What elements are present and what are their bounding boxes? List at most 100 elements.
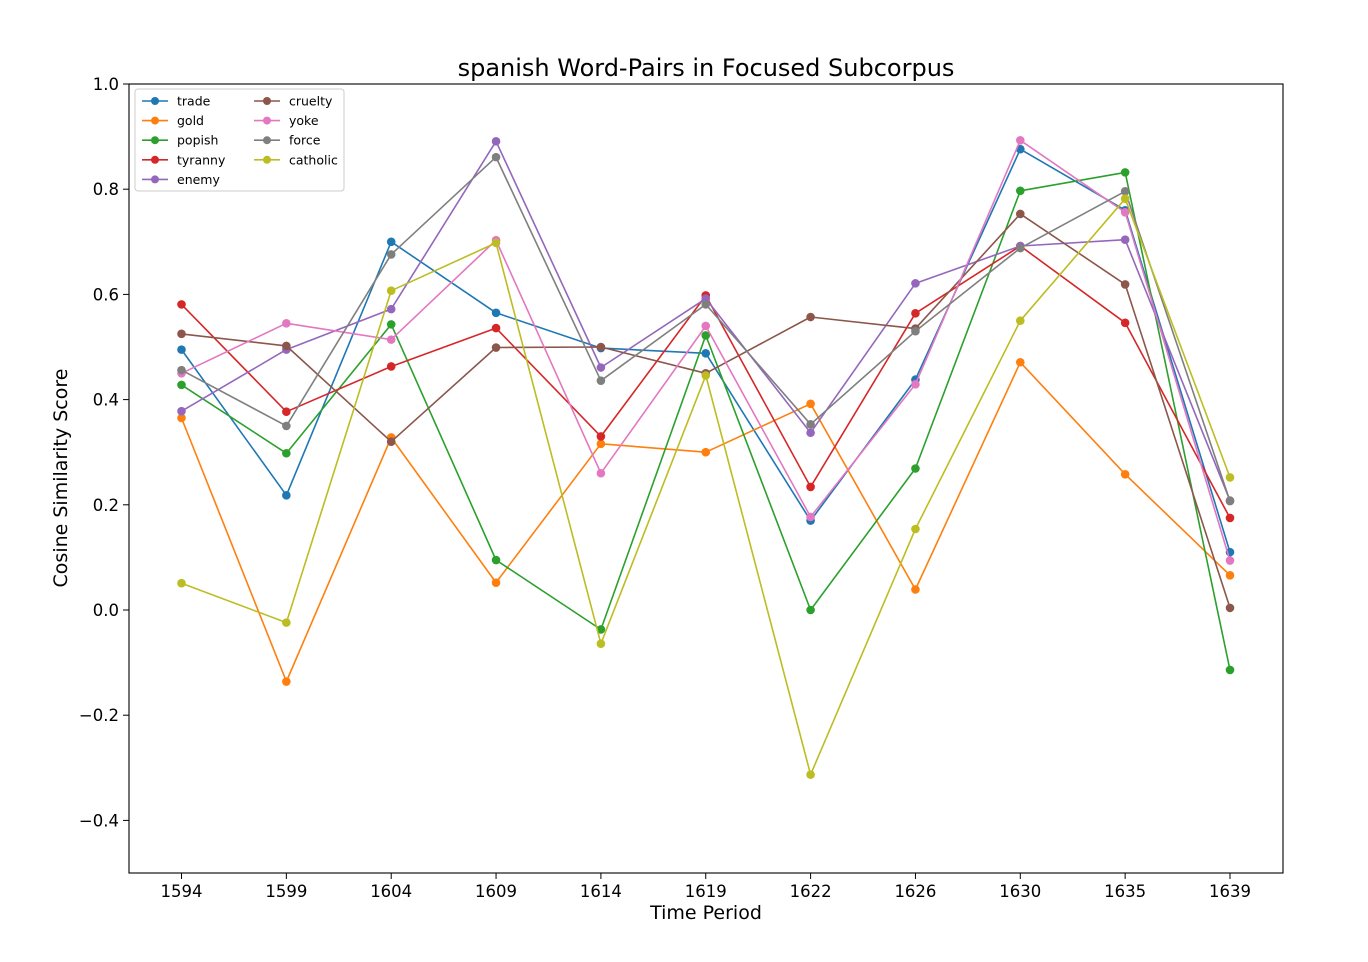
y-axis: −0.4 −0.2 0.0 0.2 0.4 0.6 0.8 1.0: [79, 75, 129, 830]
data-point-popish: [282, 448, 291, 458]
legend-item-gold: gold: [142, 113, 204, 128]
legend-item-tyranny: tyranny: [142, 152, 226, 167]
data-point-trade: [491, 308, 501, 318]
data-point-cruelty: [177, 329, 186, 339]
data-point-popish: [1016, 186, 1025, 196]
data-point-tyranny: [1225, 513, 1235, 523]
y-tick-label: −0.4: [79, 811, 119, 830]
y-tick-label: 0.8: [93, 180, 119, 199]
legend-label: cruelty: [289, 94, 333, 109]
data-point-popish: [911, 464, 920, 473]
data-point-cruelty: [1225, 603, 1235, 613]
legend-label: popish: [177, 133, 218, 148]
legend-item-catholic: catholic: [254, 152, 338, 167]
data-point-catholic: [491, 238, 501, 248]
y-tick-label: 0.2: [93, 496, 119, 515]
legend-marker: [151, 175, 159, 184]
y-tick-label: 0.0: [93, 601, 119, 620]
data-point-force: [1120, 187, 1130, 196]
data-point-gold: [1120, 469, 1130, 479]
legend-label: trade: [177, 94, 211, 109]
data-point-enemy: [491, 137, 501, 146]
data-point-gold: [1225, 570, 1235, 580]
series-catholic: [177, 194, 1235, 779]
legend-marker: [263, 97, 271, 105]
series-line-cruelty: [181, 213, 1231, 609]
legend-marker: [151, 116, 159, 125]
data-point-force: [701, 300, 711, 309]
legend-marker: [263, 136, 271, 145]
data-point-enemy: [596, 363, 606, 372]
data-point-force: [177, 365, 186, 375]
x-tick-label: 1599: [265, 882, 307, 901]
series-cruelty: [177, 209, 1235, 613]
legend-marker: [151, 155, 159, 164]
data-point-yoke: [806, 512, 815, 522]
series-gold: [177, 357, 1235, 686]
series-line-enemy: [181, 140, 1231, 501]
legend-item-popish: popish: [142, 133, 218, 148]
data-point-gold: [806, 399, 815, 409]
series-popish: [177, 168, 1235, 675]
x-axis: 1594 1599 1604 1609 1614 1619 1622 1626 1630 1635…: [161, 873, 1251, 901]
legend-marker: [263, 116, 271, 125]
data-point-yoke: [386, 335, 396, 344]
legend-item-enemy: enemy: [142, 172, 220, 187]
data-point-catholic: [1225, 473, 1235, 482]
x-tick-label: 1619: [685, 882, 727, 901]
data-point-trade: [386, 237, 396, 247]
data-point-catholic: [596, 639, 606, 648]
data-point-force: [1225, 496, 1235, 506]
data-point-popish: [806, 605, 815, 615]
data-point-tyranny: [806, 482, 815, 492]
data-point-trade: [282, 491, 291, 500]
legend-label: force: [289, 133, 321, 148]
data-point-cruelty: [491, 343, 501, 352]
data-point-cruelty: [282, 341, 291, 351]
data-point-catholic: [386, 286, 396, 296]
data-point-force: [1016, 243, 1025, 253]
data-point-catholic: [282, 618, 291, 627]
series-layer: [177, 135, 1235, 779]
data-point-gold: [282, 677, 291, 686]
legend: trade gold popish tyranny enemy cruelty yoke fo…: [134, 88, 345, 192]
x-tick-label: 1594: [161, 882, 203, 901]
data-point-popish: [386, 320, 396, 329]
data-point-cruelty: [806, 312, 815, 322]
x-tick-label: 1609: [475, 882, 517, 901]
data-point-tyranny: [177, 300, 186, 309]
data-point-tyranny: [1120, 318, 1130, 328]
legend-label: gold: [177, 113, 204, 128]
legend-label: enemy: [177, 172, 220, 187]
series-tyranny: [177, 241, 1235, 523]
data-point-tyranny: [491, 323, 501, 333]
series-trade: [177, 144, 1235, 557]
x-tick-label: 1630: [999, 882, 1041, 901]
data-point-popish: [1120, 168, 1130, 177]
data-point-tyranny: [596, 432, 606, 441]
data-point-yoke: [596, 468, 606, 478]
legend-label: yoke: [289, 113, 319, 128]
data-point-popish: [701, 331, 711, 340]
legend-label: tyranny: [177, 152, 226, 167]
data-point-yoke: [1016, 135, 1025, 145]
data-point-gold: [911, 585, 920, 594]
data-point-catholic: [1016, 316, 1025, 326]
data-point-cruelty: [1120, 280, 1130, 289]
legend-item-force: force: [254, 133, 321, 148]
data-point-popish: [1225, 665, 1235, 675]
data-point-cruelty: [596, 342, 606, 352]
x-tick-label: 1639: [1209, 882, 1251, 901]
x-tick-label: 1622: [790, 882, 832, 901]
y-tick-label: −0.2: [79, 706, 119, 725]
data-point-yoke: [701, 321, 711, 331]
x-tick-label: 1626: [894, 882, 936, 901]
series-line-gold: [180, 361, 1231, 683]
data-point-popish: [491, 555, 501, 565]
x-tick-label: 1614: [580, 882, 622, 901]
data-point-trade: [177, 345, 186, 354]
y-tick-label: 0.4: [93, 391, 119, 410]
x-tick-label: 1604: [370, 882, 412, 901]
data-point-force: [386, 250, 396, 259]
data-point-gold: [177, 413, 186, 423]
